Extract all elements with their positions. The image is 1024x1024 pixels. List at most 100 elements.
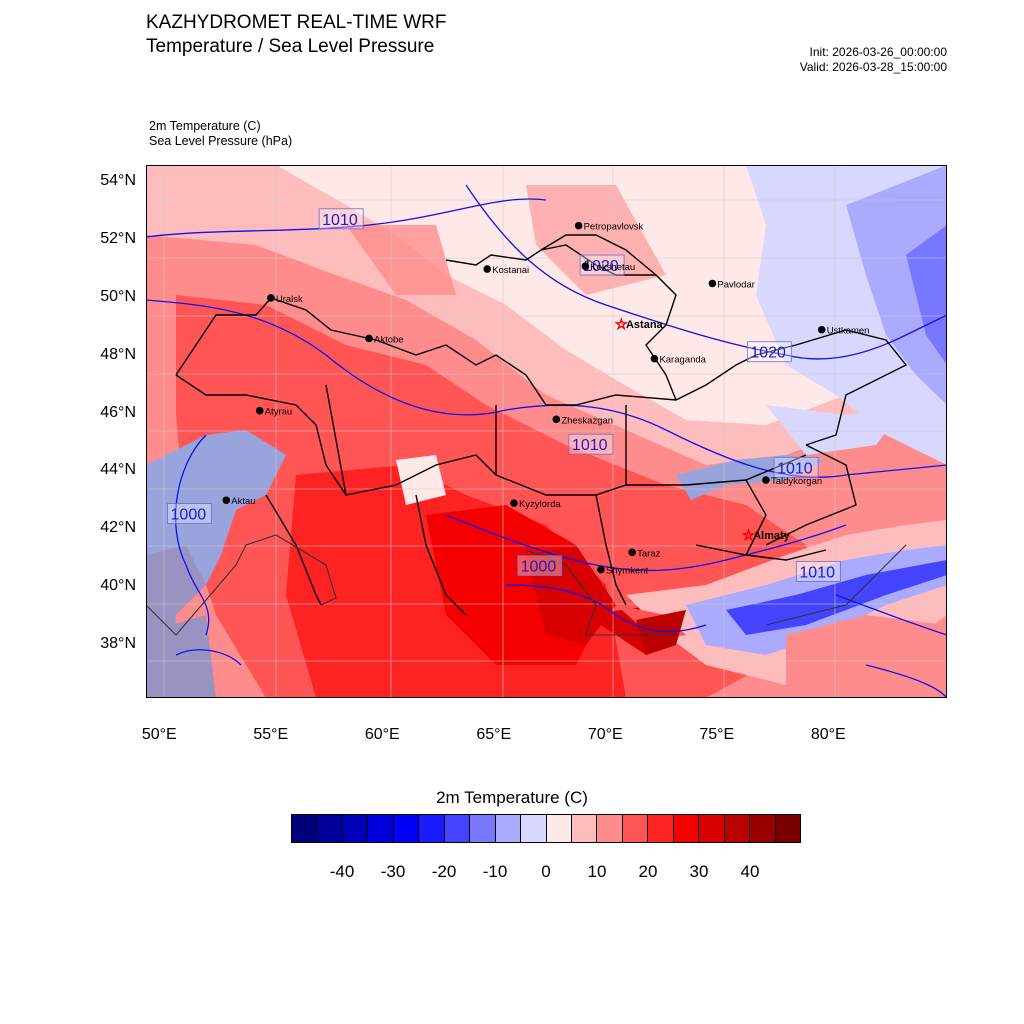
init-time: Init: 2026-03-26_00:00:00 [809,45,947,59]
city-dot-icon [255,406,264,415]
capital-star-icon: ☆ [615,316,628,332]
variable-temperature: 2m Temperature (C) [149,119,261,133]
city-label-pavlodar[interactable]: Pavlodar [717,279,755,290]
city-dot-icon [817,325,826,334]
isobar-label: 1000 [521,559,557,576]
colorbar-swatch [724,815,751,842]
lat-tick-label: 38°N [100,634,136,652]
city-dot-icon [581,262,590,270]
lon-tick-label: 75°E [699,726,735,743]
isobar-label-box [773,456,819,478]
city-label-aktau[interactable]: Aktau [231,496,255,507]
city-label-kostanai[interactable]: Kostanai [492,265,529,276]
isobar-label: 1010 [322,212,358,229]
colorbar-swatch [546,815,572,842]
lon-tick-label: 70°E [587,726,623,743]
isobar-label: 1010 [777,460,813,477]
isobar-label-box [746,341,792,363]
city-dot-icon [708,279,717,288]
colorbar-swatch [571,815,598,842]
city-label-taldykorgan[interactable]: Taldykorgan [771,476,822,487]
colorbar-tick-label: -20 [431,862,457,881]
colorbar-tick-label: 10 [587,862,607,881]
city-dot-icon [650,354,659,363]
city-label-uralsk[interactable]: Uralsk [276,294,303,305]
colorbar-swatch [673,815,700,842]
isobar-label-box [517,555,563,577]
lon-tick-label: 50°E [141,726,177,743]
title-line2: Temperature / Sea Level Pressure [146,36,435,57]
colorbar-swatch [622,815,649,842]
city-label-ustkamen[interactable]: Ustkamen [827,326,870,337]
colorbar-title: 2m Temperature (C) [436,788,588,807]
lon-tick-label: 55°E [253,726,289,743]
weather-map[interactable]: 1010 1020 1020 1010 1010 1000 1000 1010 Petropa… [146,165,947,698]
colorbar-tick-label: -10 [482,862,508,881]
city-label-almaty[interactable]: Almaty [753,530,791,542]
colorbar-swatch [521,815,547,842]
city-dot-icon [597,565,605,574]
isobar-label-box [579,254,625,276]
colorbar-swatch [470,815,496,842]
city-label-kokshetau[interactable]: Kokshetau [590,262,635,273]
city-label-atyrau[interactable]: Atyrau [265,407,292,418]
city-label-aktobe[interactable]: Aktobe [374,334,404,345]
colorbar-swatch [699,815,725,842]
isobar-label: 1020 [750,345,786,362]
city-label-kyzylorda[interactable]: Kyzylorda [519,499,561,510]
city-dot-icon [222,496,231,505]
colorbar-tick-label: 40 [740,862,760,881]
colorbar-swatch [750,815,776,842]
lat-tick-label: 54°N [100,172,136,190]
colorbar-swatch [419,815,445,842]
isobar-label: 1000 [171,507,207,524]
colorbar-tick-label: 30 [689,862,709,881]
colorbar-swatch [292,815,318,842]
colorbar-swatch [495,815,522,842]
city-label-taraz[interactable]: Taraz [637,548,660,559]
isobar-label-box [795,560,841,582]
colorbar-swatch [342,815,369,842]
capital-star-icon: ☆ [742,527,755,543]
isobar-label-box [568,433,614,455]
lon-tick-label: 80°E [810,726,846,743]
colorbar-swatch [648,815,674,842]
colorbar-tick-label: -40 [329,862,355,881]
lon-tick-label: 65°E [476,726,512,743]
city-label-astana[interactable]: Astana [626,319,664,331]
city-dot-icon [267,294,275,302]
city-label-shymkent[interactable]: Shymkent [606,566,649,577]
colorbar-swatch [444,815,471,842]
colorbar-tick-label: 0 [541,862,551,881]
lat-tick-label: 42°N [100,519,136,537]
lat-tick-label: 40°N [100,576,136,594]
colorbar-swatch [775,815,801,842]
lon-tick-label: 60°E [364,726,400,743]
lat-tick-label: 52°N [100,230,136,248]
isobar-label-box [318,208,364,230]
colorbar-tick-label: 20 [638,862,658,881]
city-dot-icon [483,265,491,273]
city-label-petropavlovsk[interactable]: Petropavlovsk [584,222,644,233]
isobar-label-box [167,503,212,524]
colorbar-swatch [368,815,394,842]
city-dot-icon [365,334,373,343]
lat-tick-label: 48°N [100,345,136,363]
colorbar-swatch [597,815,623,842]
lat-tick-label: 50°N [100,287,136,305]
city-dot-icon [574,221,583,230]
city-dot-icon [762,476,770,484]
isobar-label: 1020 [583,258,619,275]
variable-pressure: Sea Level Pressure (hPa) [149,134,293,148]
lat-tick-label: 46°N [100,403,136,421]
city-dot-icon [510,499,518,507]
city-label-zheskazgan[interactable]: Zheskazgan [561,415,613,426]
lat-tick-label: 44°N [100,461,136,479]
city-label-karaganda[interactable]: Karaganda [659,355,706,366]
colorbar-swatch [393,815,420,842]
city-dot-icon [552,415,561,424]
isobar-label: 1010 [799,564,835,581]
isobar-labels: 1010 1020 1020 1010 1010 1000 1000 1010 [167,208,841,582]
city-dot-icon [628,548,636,557]
colorbar [291,814,801,843]
